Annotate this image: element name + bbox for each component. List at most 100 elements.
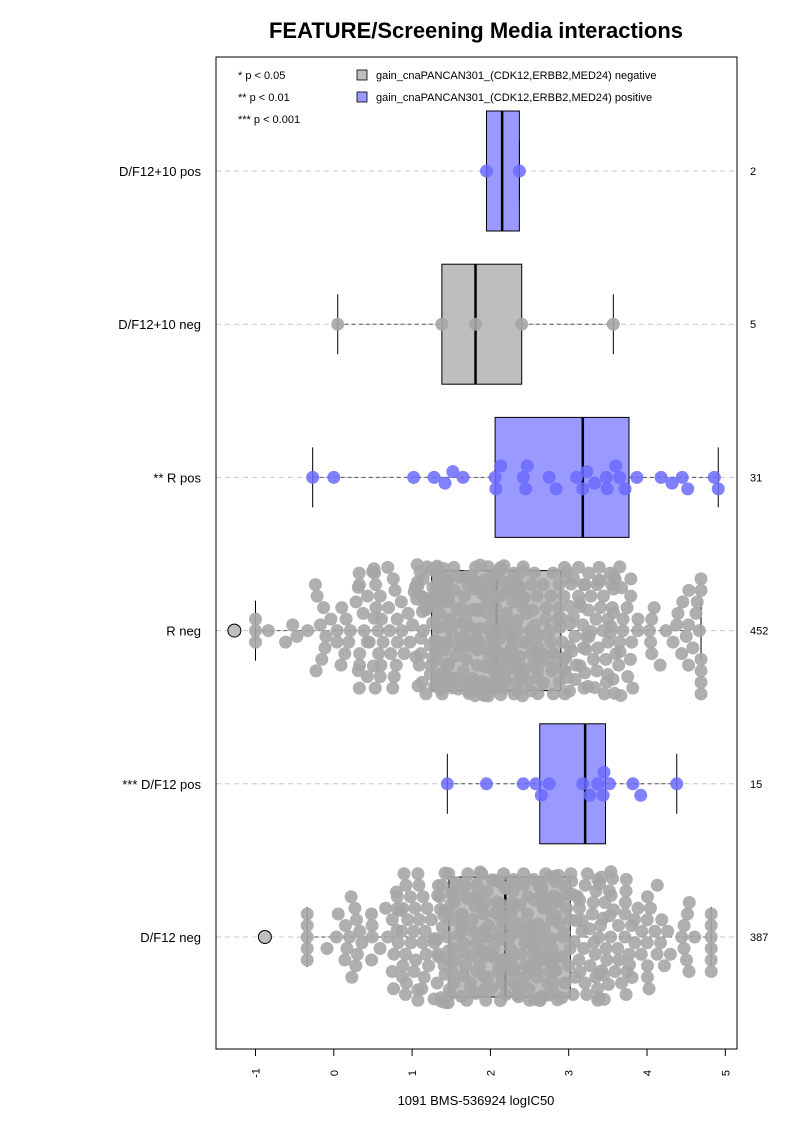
point-3-388 bbox=[625, 635, 639, 649]
point-5-202 bbox=[438, 866, 452, 880]
point-5-196 bbox=[565, 874, 579, 888]
point-3-357 bbox=[371, 624, 385, 638]
point-3-427 bbox=[675, 647, 689, 661]
point-3-312 bbox=[394, 595, 408, 609]
point-3-361 bbox=[369, 601, 383, 615]
point-3-49 bbox=[500, 617, 514, 631]
point-5-327 bbox=[628, 913, 642, 927]
point-3-120 bbox=[516, 560, 530, 574]
point-3-206 bbox=[546, 566, 560, 580]
point-5-37 bbox=[492, 965, 506, 979]
point-3-46 bbox=[499, 606, 513, 620]
point-3-402 bbox=[339, 612, 353, 626]
point-3-408 bbox=[645, 612, 659, 626]
point-5-172 bbox=[557, 926, 571, 940]
point-5-52 bbox=[485, 873, 499, 887]
point-3-36 bbox=[497, 559, 511, 573]
point-3-92 bbox=[510, 623, 524, 637]
point-5-197 bbox=[440, 930, 454, 944]
point-3-186 bbox=[539, 612, 553, 626]
point-5-167 bbox=[555, 950, 569, 964]
point-3-406 bbox=[335, 601, 349, 615]
point-2-27 bbox=[675, 470, 689, 484]
point-5-286 bbox=[604, 888, 618, 902]
point-5-376 bbox=[704, 942, 718, 955]
point-5-319 bbox=[385, 965, 399, 978]
point-2-2 bbox=[407, 470, 421, 484]
point-5-330 bbox=[373, 942, 387, 955]
point-5-88 bbox=[530, 965, 544, 979]
point-3-315 bbox=[390, 635, 404, 649]
point-3-372 bbox=[366, 565, 380, 579]
point-3-287 bbox=[407, 585, 421, 599]
point-2-4 bbox=[438, 476, 452, 490]
point-3-330 bbox=[384, 647, 398, 661]
point-3-447 bbox=[261, 624, 275, 638]
point-5-339 bbox=[641, 890, 655, 904]
point-3-305 bbox=[581, 603, 595, 617]
x-tick-label-5: 4 bbox=[642, 1070, 654, 1076]
point-5-246 bbox=[418, 924, 432, 938]
point-5-338 bbox=[641, 970, 655, 984]
group-label-2: ** R pos bbox=[153, 470, 201, 485]
point-5-344 bbox=[648, 924, 662, 938]
point-5-179 bbox=[560, 901, 574, 915]
point-1-1 bbox=[435, 317, 449, 331]
point-1-0 bbox=[331, 317, 345, 331]
point-4-8 bbox=[591, 777, 605, 791]
point-5-154 bbox=[549, 963, 563, 977]
point-3-429 bbox=[301, 624, 315, 638]
outlier-3-0 bbox=[227, 623, 242, 638]
point-5-33 bbox=[493, 924, 507, 938]
point-2-1 bbox=[327, 470, 341, 484]
point-3-362 bbox=[369, 578, 383, 592]
point-3-299 bbox=[401, 606, 415, 620]
point-3-390 bbox=[353, 647, 367, 661]
point-5-252 bbox=[416, 936, 430, 950]
point-3-185 bbox=[440, 657, 454, 671]
point-5-241 bbox=[420, 901, 434, 915]
x-axis-label: 1091 BMS-536924 logIC50 bbox=[398, 1093, 555, 1108]
point-3-423 bbox=[309, 664, 323, 678]
point-5-383 bbox=[300, 919, 314, 932]
point-5-312 bbox=[387, 947, 401, 961]
point-3-345 bbox=[604, 619, 618, 633]
point-5-242 bbox=[585, 907, 599, 921]
point-3-444 bbox=[694, 572, 708, 586]
point-5-301 bbox=[612, 919, 626, 932]
point-3-274 bbox=[566, 610, 580, 624]
point-5-364 bbox=[331, 907, 345, 921]
point-5-278 bbox=[600, 953, 614, 967]
point-5-134 bbox=[545, 941, 559, 955]
point-5-346 bbox=[650, 878, 664, 892]
point-5-13 bbox=[507, 961, 521, 975]
outlier-5-0 bbox=[257, 930, 272, 944]
point-5-70 bbox=[479, 993, 493, 1007]
point-3-387 bbox=[624, 572, 638, 586]
point-2-19 bbox=[599, 470, 613, 484]
point-5-353 bbox=[349, 959, 363, 973]
point-5-318 bbox=[385, 913, 399, 927]
point-3-326 bbox=[386, 572, 400, 586]
point-3-374 bbox=[615, 581, 629, 595]
point-5-326 bbox=[379, 901, 393, 915]
point-5-350 bbox=[655, 913, 669, 927]
point-5-311 bbox=[618, 907, 632, 921]
point-3-244 bbox=[557, 589, 571, 603]
point-3-145 bbox=[454, 615, 468, 629]
point-5-349 bbox=[654, 936, 668, 950]
x-tick-label-3: 2 bbox=[485, 1070, 497, 1076]
point-3-443 bbox=[694, 675, 708, 689]
point-3-279 bbox=[568, 629, 582, 643]
point-3-365 bbox=[367, 611, 381, 625]
point-3-413 bbox=[653, 658, 667, 672]
point-3-271 bbox=[414, 631, 428, 645]
point-3-428 bbox=[676, 595, 690, 609]
point-4-10 bbox=[597, 765, 611, 779]
point-5-232 bbox=[578, 976, 592, 990]
point-5-356 bbox=[345, 970, 359, 984]
point-3-240 bbox=[423, 667, 437, 681]
point-5-104 bbox=[470, 964, 484, 978]
point-5-314 bbox=[387, 982, 401, 996]
point-5-44 bbox=[517, 867, 531, 881]
